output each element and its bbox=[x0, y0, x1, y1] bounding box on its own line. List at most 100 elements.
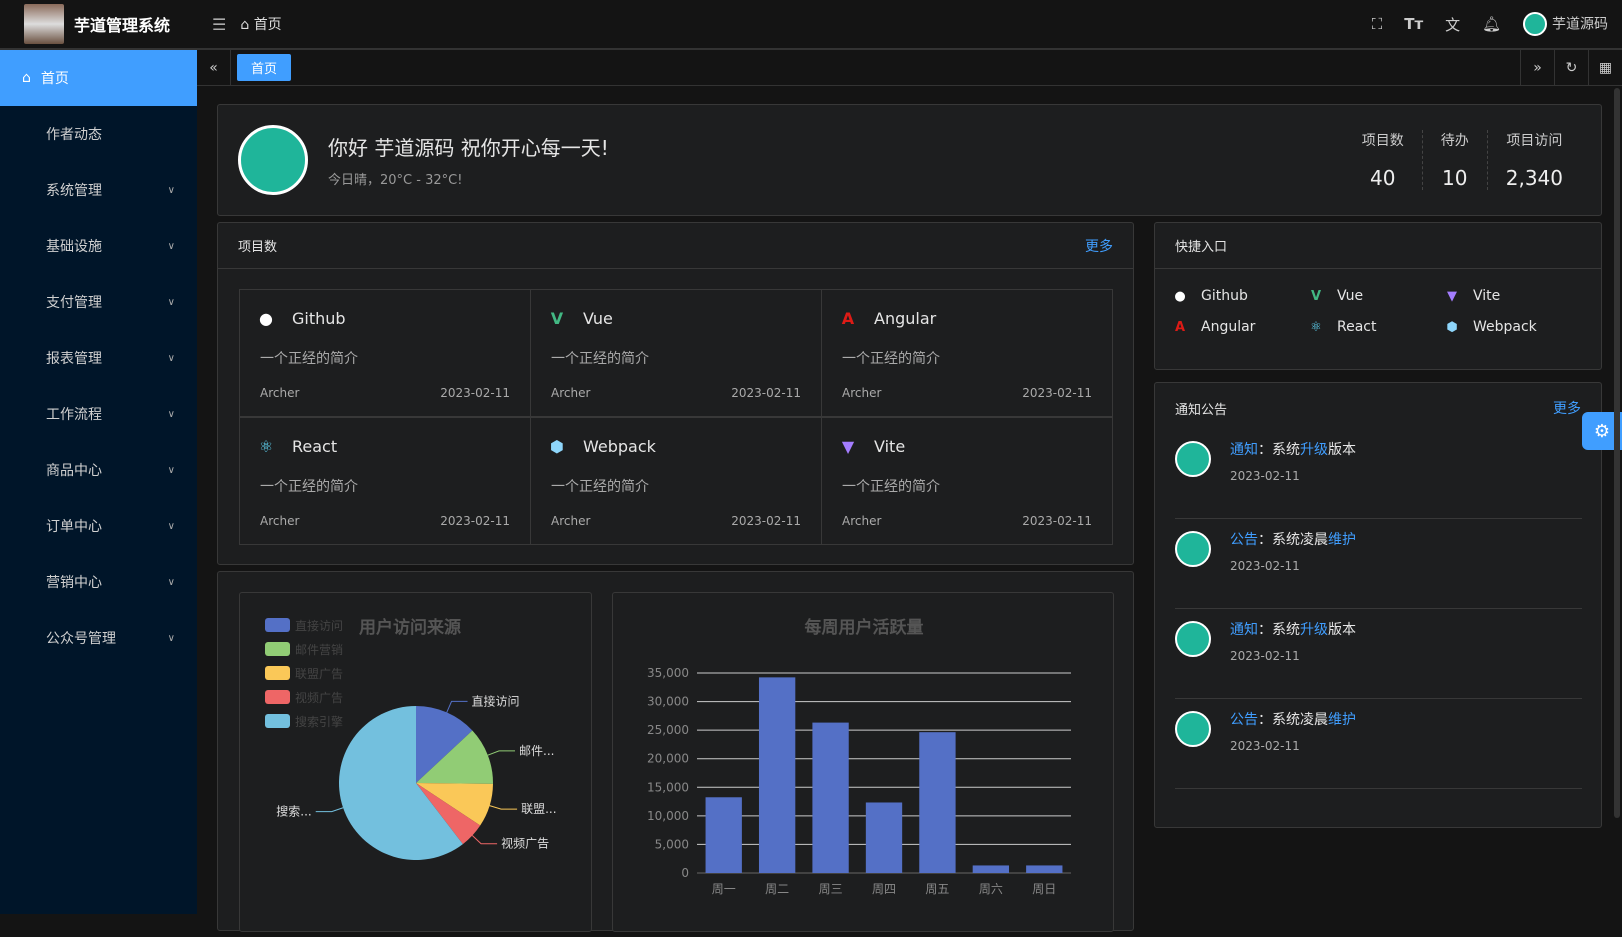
legend-swatch bbox=[265, 690, 290, 704]
legend-label: 直接访问 bbox=[295, 618, 343, 633]
y-tick-label: 15,000 bbox=[647, 780, 689, 794]
gear-icon: ⚙ bbox=[1593, 420, 1611, 442]
sidebar-item[interactable]: 商品中心 ∨ bbox=[0, 442, 197, 498]
projects-more-link[interactable]: 更多 bbox=[1085, 238, 1113, 255]
shortcuts-title: 快捷入口 bbox=[1175, 240, 1228, 255]
pie-slice bbox=[416, 783, 493, 826]
label-line bbox=[487, 750, 516, 756]
chevron-down-icon: ∨ bbox=[167, 520, 175, 532]
webpack-icon: ⬢ bbox=[1446, 319, 1458, 335]
projects-title: 项目数 bbox=[238, 240, 278, 255]
project-item[interactable]: V Vue 一个正经的简介 Archer 2023-02-11 bbox=[530, 289, 822, 417]
user-menu[interactable]: 芋道源码 bbox=[1523, 12, 1608, 36]
github-icon: ● bbox=[1174, 288, 1186, 304]
shortcut-item[interactable]: A Angular bbox=[1171, 318, 1255, 336]
slice-label: 联盟... bbox=[521, 802, 556, 816]
bar-chart: 每周用户活跃量 0 5,000 10,000 15,000 20,000 25,000 30,… bbox=[647, 617, 1071, 896]
legend-swatch bbox=[265, 642, 290, 656]
sidebar-item[interactable]: 作者动态 bbox=[0, 106, 197, 162]
sidebar-item[interactable]: 支付管理 ∨ bbox=[0, 274, 197, 330]
translate-icon[interactable]: 文 bbox=[1445, 15, 1461, 34]
x-tick-label: 周一 bbox=[712, 882, 736, 896]
welcome-card: 你好 芋道源码 祝你开心每一天! 今日晴，20°C - 32°C! 项目数 40 待… bbox=[217, 104, 1602, 216]
shortcut-item[interactable]: ⬢ Webpack bbox=[1443, 318, 1536, 336]
chevron-down-icon: ∨ bbox=[167, 408, 175, 420]
avatar bbox=[1523, 12, 1548, 36]
project-item[interactable]: A Angular 一个正经的简介 Archer 2023-02-11 bbox=[821, 289, 1113, 417]
y-tick-label: 30,000 bbox=[647, 695, 689, 709]
tab-home[interactable]: 首页 bbox=[237, 54, 292, 81]
bell-icon[interactable]: 🔔︎ bbox=[1482, 15, 1502, 33]
pie-chart-panel: 用户访问来源 直接访问 邮件营销 联盟广告 视频广告 搜索引擎 直接访问 邮件... 联盟...… bbox=[239, 592, 592, 932]
notices-title: 通知公告 bbox=[1175, 402, 1228, 418]
sidebar-item[interactable]: 报表管理 ∨ bbox=[0, 330, 197, 386]
scroll-right-icon[interactable]: » bbox=[1520, 49, 1554, 86]
sidebar-item[interactable]: 订单中心 ∨ bbox=[0, 498, 197, 554]
pie-slice bbox=[416, 706, 473, 783]
sidebar-item[interactable]: 系统管理 ∨ bbox=[0, 162, 197, 218]
scrollbar[interactable] bbox=[1614, 88, 1620, 818]
project-item[interactable]: ⬢ Webpack 一个正经的简介 Archer 2023-02-11 bbox=[530, 417, 822, 545]
sidebar-item[interactable]: 基础设施 ∨ bbox=[0, 218, 197, 274]
menu-collapse-icon[interactable]: ☰ bbox=[212, 14, 227, 34]
sidebar-item-label: 工作流程 bbox=[46, 407, 102, 423]
y-tick-label: 25,000 bbox=[647, 723, 689, 737]
sidebar-item[interactable]: ⌂ 首页 bbox=[0, 50, 197, 106]
label-line bbox=[446, 700, 468, 713]
bar bbox=[705, 797, 742, 873]
sidebar-item-label: 系统管理 bbox=[46, 183, 102, 199]
chevron-down-icon: ∨ bbox=[167, 352, 175, 364]
sidebar-item-label: 作者动态 bbox=[46, 127, 102, 143]
bar bbox=[919, 732, 956, 873]
legend-swatch bbox=[265, 714, 290, 728]
vue-icon: V bbox=[1310, 288, 1322, 304]
stat-item: 项目访问 2,340 bbox=[1486, 130, 1581, 190]
notice-item[interactable]: 通知：系统升级版本 2023-02-11 bbox=[1175, 609, 1582, 699]
sidebar-item-label: 支付管理 bbox=[46, 295, 102, 311]
sidebar-item[interactable]: 营销中心 ∨ bbox=[0, 554, 197, 610]
fullscreen-icon[interactable]: ⛶ bbox=[1371, 15, 1383, 33]
y-tick-label: 10,000 bbox=[647, 809, 689, 823]
avatar bbox=[1175, 621, 1211, 657]
scroll-left-icon[interactable]: « bbox=[197, 49, 231, 86]
vite-icon: ▼ bbox=[1447, 288, 1457, 304]
shortcut-item[interactable]: ● Github bbox=[1171, 287, 1248, 305]
legend-label: 邮件营销 bbox=[295, 643, 343, 657]
grid-menu-icon[interactable]: ▦ bbox=[1588, 49, 1622, 86]
greeting: 你好 芋道源码 祝你开心每一天! bbox=[328, 136, 609, 160]
sidebar-item[interactable]: 公众号管理 ∨ bbox=[0, 610, 197, 666]
stat-item: 待办 10 bbox=[1421, 130, 1487, 190]
y-tick-label: 35,000 bbox=[647, 666, 689, 680]
pie-slice bbox=[339, 706, 463, 860]
sidebar-item-label: 首页 bbox=[40, 71, 69, 87]
shortcuts-card: 快捷入口 ● Github V Vue ▼ Vite A Angular ⚛ React ⬢ Webp… bbox=[1154, 222, 1602, 370]
x-tick-label: 周日 bbox=[1032, 882, 1056, 896]
sidebar: ⌂ 首页 作者动态 系统管理 ∨ 基础设施 ∨ 支付管理 ∨ 报表管理 ∨ 工作流程 ∨ 商品中心 ∨ 订单中… bbox=[0, 50, 197, 914]
shortcut-item[interactable]: ⚛ React bbox=[1307, 318, 1376, 336]
github-icon: ● bbox=[259, 308, 273, 328]
shortcut-item[interactable]: ▼ Vite bbox=[1443, 287, 1500, 305]
charts-card: 用户访问来源 直接访问 邮件营销 联盟广告 视频广告 搜索引擎 直接访问 邮件... 联盟...… bbox=[217, 571, 1134, 932]
breadcrumb[interactable]: ⌂ 首页 bbox=[240, 17, 282, 33]
legend-label: 联盟广告 bbox=[295, 667, 343, 681]
sidebar-item-label: 商品中心 bbox=[46, 463, 102, 479]
chevron-down-icon: ∨ bbox=[167, 184, 175, 196]
notice-item[interactable]: 公告：系统凌晨维护 2023-02-11 bbox=[1175, 519, 1582, 609]
notices-more-link[interactable]: 更多 bbox=[1553, 401, 1581, 417]
notice-item[interactable]: 公告：系统凌晨维护 2023-02-11 bbox=[1175, 699, 1582, 789]
project-item[interactable]: ⚛ React 一个正经的简介 Archer 2023-02-11 bbox=[239, 417, 531, 545]
font-size-icon[interactable]: Tт bbox=[1404, 15, 1424, 33]
refresh-icon[interactable]: ↻ bbox=[1554, 49, 1588, 86]
sidebar-item[interactable]: 工作流程 ∨ bbox=[0, 386, 197, 442]
project-item[interactable]: ▼ Vite 一个正经的简介 Archer 2023-02-11 bbox=[821, 417, 1113, 545]
y-tick-label: 5,000 bbox=[655, 837, 689, 851]
shortcut-item[interactable]: V Vue bbox=[1307, 287, 1363, 305]
home-icon: ⌂ bbox=[240, 17, 254, 33]
avatar bbox=[1175, 441, 1211, 477]
project-item[interactable]: ● Github 一个正经的简介 Archer 2023-02-11 bbox=[239, 289, 531, 417]
notices-card: 通知公告 更多 通知：系统升级版本 2023-02-11 公告：系统凌晨维护 2023-… bbox=[1154, 382, 1602, 828]
weather: 今日晴，20°C - 32°C! bbox=[328, 173, 463, 188]
react-icon: ⚛ bbox=[1310, 319, 1322, 335]
notice-item[interactable]: 通知：系统升级版本 2023-02-11 bbox=[1175, 429, 1582, 519]
chevron-down-icon: ∨ bbox=[167, 464, 175, 476]
